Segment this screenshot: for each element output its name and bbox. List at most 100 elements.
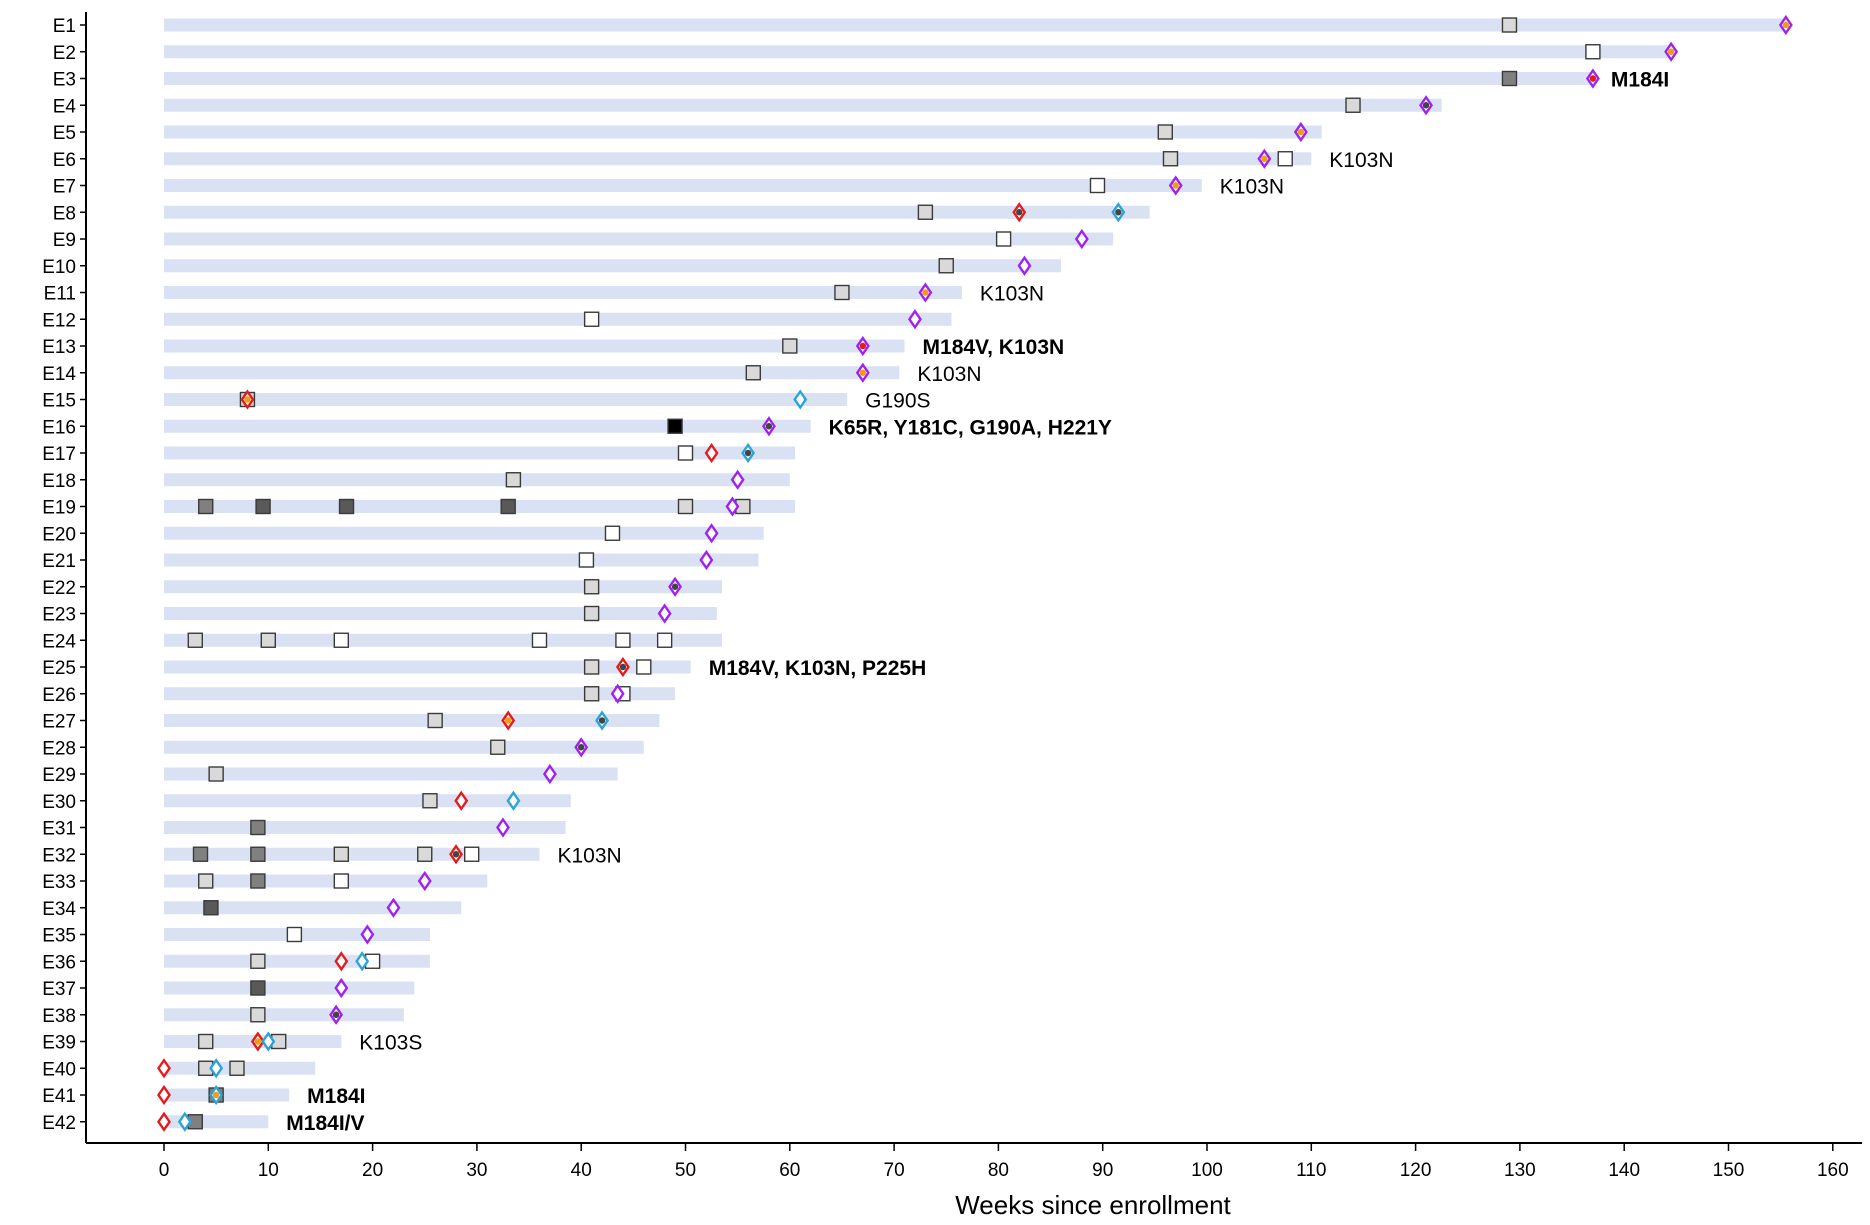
square-marker-E16-0 — [667, 418, 683, 434]
square-marker-E37-0 — [250, 980, 266, 996]
row-label-E15: E15 — [42, 391, 76, 412]
square-marker-E6-2 — [1277, 151, 1293, 167]
bar-E8 — [164, 205, 1150, 219]
row-label-E11: E11 — [44, 284, 76, 305]
x-axis-ticks: 0 10 20 30 40 50 60 70 80 90 100 110 120 130 140 150 160 — [159, 1143, 1849, 1181]
x-tick-label-120: 120 — [1400, 1160, 1432, 1181]
square-marker-E32-5 — [463, 846, 480, 862]
square-marker-E19-1 — [255, 498, 271, 515]
bar-E2 — [164, 45, 1672, 59]
annotation-E41: M184I — [307, 1085, 365, 1108]
bar-E34 — [164, 901, 462, 915]
square-marker-E6-0 — [1162, 151, 1179, 167]
row-label-E29: E29 — [42, 765, 76, 786]
row-label-E4: E4 — [53, 96, 77, 117]
x-tick-label-110: 110 — [1296, 1160, 1326, 1181]
bar-E21 — [164, 553, 759, 567]
square-marker-E28-0 — [490, 739, 506, 755]
square-marker-E32-3 — [417, 846, 433, 862]
annotation-E15: G190S — [865, 390, 930, 413]
diamond-marker-E12-1 — [908, 309, 922, 330]
row-label-E31: E31 — [42, 819, 76, 840]
diamond-marker-E20-1 — [704, 523, 719, 544]
diamond-dot-E32-4 — [452, 851, 460, 858]
square-marker-E36-0 — [250, 953, 266, 969]
diamond-dot-E25-1 — [619, 663, 627, 671]
row-label-E24: E24 — [42, 631, 76, 652]
square-marker-E24-4 — [615, 632, 631, 648]
row-label-E16: E16 — [42, 417, 76, 438]
diamond-dot-E7-1 — [1172, 182, 1179, 189]
row-label-E6: E6 — [53, 150, 76, 171]
diamond-marker-E23-1 — [657, 603, 672, 624]
bar-E6 — [164, 152, 1312, 166]
diamond-dot-E41-2 — [212, 1091, 220, 1099]
square-marker-E24-5 — [656, 632, 673, 648]
bar-E17 — [164, 446, 796, 460]
square-marker-E33-1 — [250, 873, 266, 889]
square-marker-E33-2 — [333, 873, 350, 889]
square-marker-E35-0 — [286, 926, 303, 943]
x-axis-title: Weeks since enrollment — [955, 1190, 1231, 1220]
square-marker-E4-0 — [1345, 97, 1361, 113]
square-marker-E19-3 — [500, 498, 516, 515]
row-label-E34: E34 — [42, 899, 76, 920]
square-marker-E9-0 — [995, 231, 1012, 247]
bar-E10 — [164, 259, 1061, 273]
square-marker-E26-0 — [583, 686, 600, 702]
square-marker-E3-0 — [1501, 70, 1518, 87]
diamond-marker-E35-1 — [360, 924, 375, 945]
diamond-marker-E42-0 — [157, 1111, 171, 1132]
annotation-E16: K65R, Y181C, G190A, H221Y — [829, 416, 1112, 439]
diamond-marker-E40-0 — [157, 1058, 171, 1079]
x-tick-label-40: 40 — [571, 1160, 592, 1181]
bar-E22 — [164, 580, 723, 594]
annotation-E13: M184V, K103N — [923, 336, 1065, 359]
row-label-E7: E7 — [53, 177, 76, 198]
x-tick-label-10: 10 — [258, 1160, 279, 1181]
bar-E18 — [164, 473, 790, 487]
square-marker-E24-1 — [260, 632, 276, 648]
diamond-dot-E13-1 — [859, 342, 867, 350]
row-label-E10: E10 — [42, 257, 76, 278]
square-marker-E24-0 — [187, 632, 203, 648]
mutation-annotations: M184I K103N K103N K103N M184V, K103N K103N G19… — [286, 69, 1669, 1135]
bar-E38 — [164, 1008, 404, 1022]
x-tick-label-0: 0 — [159, 1160, 170, 1181]
square-marker-E18-0 — [505, 472, 522, 488]
diamond-marker-E19-6 — [725, 496, 740, 517]
square-marker-E24-2 — [333, 632, 350, 648]
row-label-E19: E19 — [42, 498, 76, 519]
annotation-E39: K103S — [359, 1032, 422, 1055]
bar-E33 — [164, 874, 488, 888]
diamond-marker-E37-1 — [334, 977, 349, 999]
bar-E12 — [164, 312, 952, 326]
row-label-E36: E36 — [42, 952, 76, 973]
diamond-dot-E27-1 — [504, 717, 512, 724]
diamond-marker-E18-1 — [730, 469, 745, 490]
diamond-marker-E10-1 — [1017, 255, 1032, 276]
diamond-dot-E28-1 — [578, 744, 585, 751]
row-label-E27: E27 — [42, 712, 76, 733]
x-tick-label-20: 20 — [362, 1160, 383, 1181]
diamond-dot-E16-1 — [765, 423, 773, 430]
diamond-marker-E36-1 — [334, 951, 349, 972]
bar-E11 — [164, 286, 962, 299]
diamond-marker-E30-2 — [506, 790, 521, 811]
square-marker-E7-0 — [1089, 177, 1106, 194]
bar-E23 — [164, 607, 717, 620]
diamond-dot-E5-1 — [1297, 128, 1305, 136]
row-label-E39: E39 — [42, 1033, 76, 1054]
bar-E24 — [164, 633, 723, 647]
square-marker-E23-0 — [583, 605, 600, 622]
diamond-dot-E17-2 — [744, 449, 752, 457]
diamond-dot-E8-2 — [1115, 209, 1122, 216]
square-marker-E27-0 — [427, 712, 443, 729]
square-marker-E8-0 — [917, 204, 934, 220]
diamond-dot-E1-1 — [1782, 21, 1790, 29]
row-label-E1: E1 — [53, 16, 76, 37]
bar-E41 — [164, 1088, 290, 1102]
diamond-dot-E8-1 — [1016, 209, 1023, 216]
square-marker-E38-0 — [250, 1007, 266, 1023]
annotation-E42: M184I/V — [286, 1112, 364, 1135]
